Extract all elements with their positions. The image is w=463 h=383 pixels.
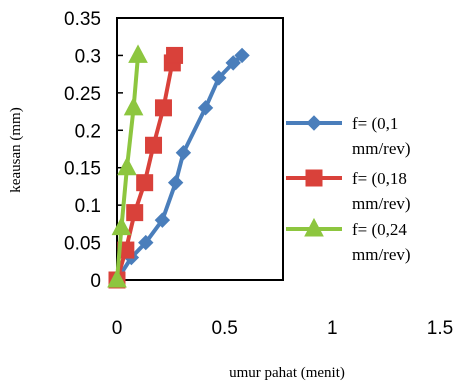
data-point — [111, 216, 132, 236]
y-tick-label: 0.3 — [75, 46, 101, 67]
legend-item-3: f= (0,24 mm/rev) — [286, 217, 411, 264]
y-tick-label: 0.2 — [75, 121, 101, 142]
data-point — [175, 145, 192, 161]
y-tick-label: 0 — [90, 271, 101, 292]
data-point — [123, 96, 144, 116]
x-tick-label: 1 — [327, 318, 338, 339]
data-point — [154, 99, 172, 117]
series-line — [115, 53, 244, 282]
x-tick-label: 1.5 — [427, 318, 453, 339]
x-tick-label: 0.5 — [211, 318, 237, 339]
legend-marker — [304, 217, 324, 237]
data-point — [138, 234, 154, 251]
legend-label: f= (0,1 — [352, 114, 398, 133]
series-2 — [108, 46, 184, 289]
data-point — [154, 212, 171, 228]
data-point — [136, 174, 154, 192]
data-point — [166, 46, 184, 64]
legend-label: mm/rev) — [352, 194, 411, 213]
plot-area: 0 0.05 0.1 0.15 0.2 0.25 0.3 0.35 0 0.5 1 1.5 — [64, 9, 453, 339]
series-3 — [107, 44, 148, 288]
plot-border — [116, 17, 284, 281]
data-point — [234, 47, 250, 64]
data-point — [225, 55, 241, 71]
y-tick-label: 0.25 — [64, 84, 101, 105]
legend-label: mm/rev) — [352, 245, 411, 264]
legend-label: f= (0,24 — [352, 220, 407, 239]
y-tick-label: 0.35 — [64, 9, 101, 30]
series-layer — [107, 44, 250, 289]
legend-label: f= (0,18 — [352, 169, 407, 188]
legend-label: mm/rev) — [352, 139, 411, 158]
data-point — [117, 156, 137, 176]
x-tick-label: 0 — [112, 318, 123, 339]
y-axis-title: keausan (mm) — [8, 107, 24, 192]
y-tick-label: 0.05 — [64, 234, 101, 255]
data-point — [128, 44, 148, 63]
y-tick-label: 0.15 — [64, 159, 101, 180]
data-point — [167, 174, 184, 191]
legend: f= (0,1 mm/rev) f= (0,18 mm/rev) f= (0,24 mm/… — [286, 114, 411, 264]
series-1 — [109, 47, 250, 288]
data-point — [145, 136, 163, 154]
legend-item-2: f= (0,18 mm/rev) — [286, 169, 411, 213]
x-axis-title: umur pahat (menit) — [229, 365, 345, 381]
legend-marker — [306, 115, 322, 131]
data-point — [197, 100, 214, 116]
legend-marker — [305, 169, 323, 187]
legend-item-1: f= (0,1 mm/rev) — [286, 114, 411, 158]
y-tick-label: 0.1 — [75, 196, 101, 217]
data-point — [211, 70, 227, 86]
data-point — [126, 204, 144, 222]
data-point — [107, 268, 127, 288]
